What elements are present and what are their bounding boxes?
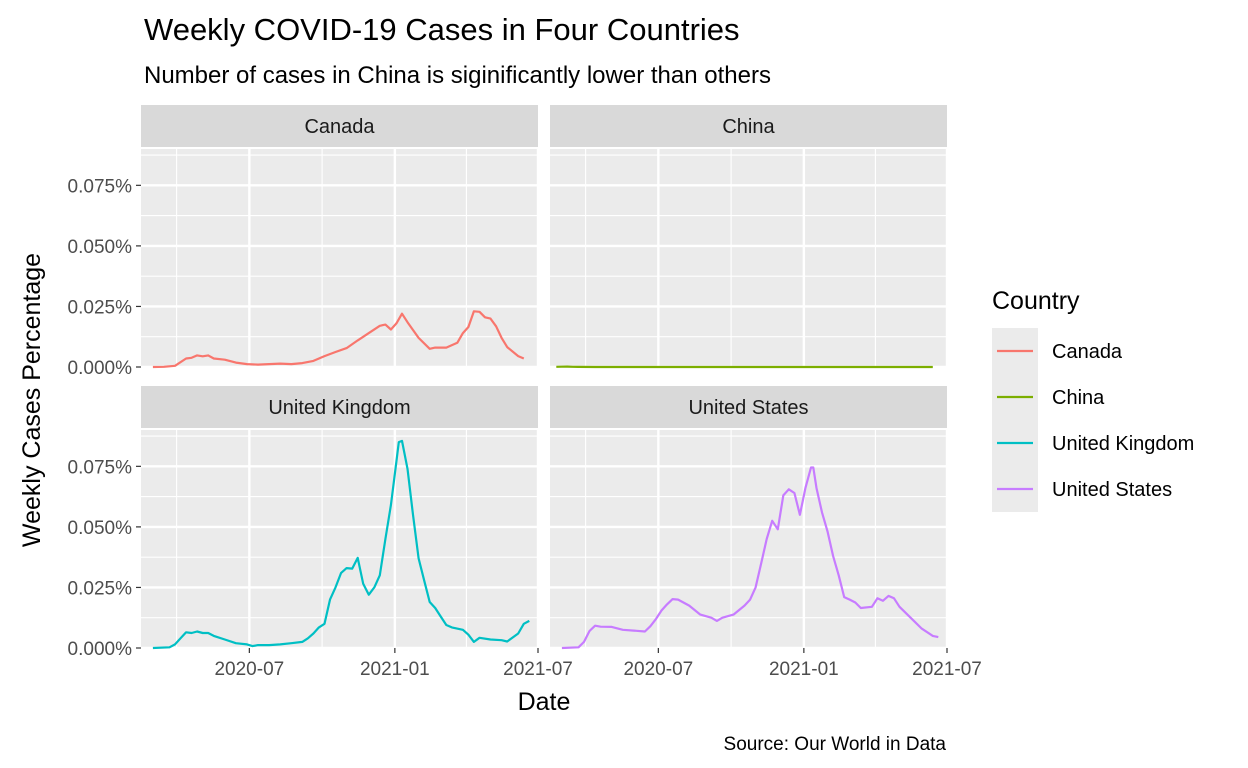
x-tick-label: 2021-07: [912, 659, 982, 680]
legend-item-china: China: [992, 374, 1105, 420]
y-tick-label: 0.000%: [68, 358, 133, 379]
y-tick-label: 0.050%: [68, 518, 133, 539]
x-axis-title: Date: [518, 688, 571, 716]
facet-united-kingdom: United Kingdom 0.000% 0.025% 0.050% 0.075% 20…: [68, 386, 573, 680]
legend-item-united-kingdom: United Kingdom: [992, 420, 1194, 466]
facet-china: China: [550, 105, 949, 369]
y-tick-label: 0.075%: [68, 457, 133, 478]
facet-strip-label: United States: [688, 397, 808, 419]
y-tick-label: 0.050%: [68, 237, 133, 258]
x-tick-label: 2021-01: [769, 659, 839, 680]
y-axis-title: Weekly Cases Percentage: [18, 253, 46, 547]
legend-label: Canada: [1052, 341, 1123, 363]
panel-background: [550, 430, 947, 648]
chart-subtitle: Number of cases in China is siginificant…: [144, 62, 771, 89]
y-tick-label: 0.025%: [68, 297, 133, 318]
x-tick-label: 2021-07: [503, 659, 573, 680]
facet-strip: [141, 386, 538, 428]
legend: Country Canada China United Kingdom United …: [992, 287, 1194, 512]
legend-label: United States: [1052, 479, 1172, 501]
x-tick-label: 2020-07: [623, 659, 693, 680]
y-tick-label: 0.025%: [68, 578, 133, 599]
panel-background: [550, 149, 947, 367]
facet-panels: Canada 0.000% 0.025% 0.050% 0.075% China Unite…: [68, 105, 982, 680]
series-line-united-kingdom: [152, 439, 530, 650]
y-tick-label: 0.000%: [68, 639, 133, 660]
facet-strip: [141, 105, 538, 147]
series-line-canada: [152, 310, 525, 369]
legend-item-united-states: United States: [992, 466, 1172, 512]
legend-label: China: [1052, 387, 1105, 409]
y-tick-label: 0.075%: [68, 176, 133, 197]
panel-background: [141, 149, 538, 367]
facet-strip: [550, 105, 947, 147]
chart-caption: Source: Our World in Data: [724, 734, 947, 755]
series-line-united-states: [561, 466, 939, 650]
facet-strip: [550, 386, 947, 428]
facet-strip-label: China: [722, 116, 775, 138]
facet-strip-label: Canada: [304, 116, 375, 138]
facet-united-states: United States 2020-07 2021-01 2021-07: [550, 386, 982, 680]
legend-title: Country: [992, 287, 1080, 315]
x-tick-label: 2021-01: [360, 659, 430, 680]
legend-label: United Kingdom: [1052, 433, 1194, 455]
x-tick-label: 2020-07: [214, 659, 284, 680]
facet-canada: Canada 0.000% 0.025% 0.050% 0.075%: [68, 105, 540, 379]
facet-strip-label: United Kingdom: [268, 397, 410, 419]
legend-item-canada: Canada: [992, 328, 1123, 374]
panel-background: [141, 430, 538, 648]
chart-title: Weekly COVID-19 Cases in Four Countries: [144, 12, 740, 47]
